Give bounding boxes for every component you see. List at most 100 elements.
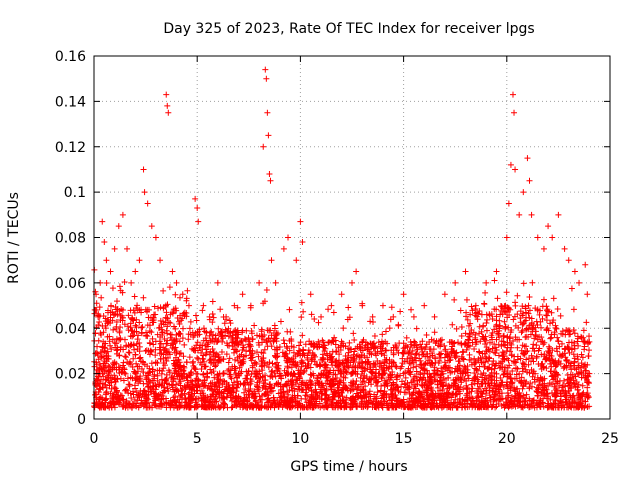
data-point xyxy=(152,234,159,241)
data-point xyxy=(170,375,177,382)
data-point xyxy=(107,342,114,349)
data-point xyxy=(399,355,406,362)
data-point xyxy=(213,383,220,390)
data-point xyxy=(330,404,337,411)
data-point xyxy=(188,368,195,375)
y-tick-label: 0.14 xyxy=(55,94,86,110)
data-point xyxy=(302,396,309,403)
data-point xyxy=(133,389,140,396)
data-point xyxy=(565,339,572,346)
data-point xyxy=(143,308,150,315)
data-point xyxy=(582,398,589,405)
data-point xyxy=(571,268,578,275)
data-point xyxy=(548,334,555,341)
data-point xyxy=(526,307,533,314)
data-point xyxy=(553,345,560,352)
data-point xyxy=(491,365,498,372)
data-point xyxy=(377,343,384,350)
data-point xyxy=(367,366,374,373)
data-point xyxy=(520,394,527,401)
data-point xyxy=(189,378,196,385)
data-point xyxy=(430,393,437,400)
data-point xyxy=(569,345,576,352)
data-point xyxy=(230,336,237,343)
data-point xyxy=(248,371,255,378)
data-point xyxy=(483,319,490,326)
data-point xyxy=(498,303,505,310)
data-point xyxy=(331,388,338,395)
data-point xyxy=(414,377,421,384)
data-point xyxy=(159,367,166,374)
data-point xyxy=(272,361,279,368)
data-point xyxy=(548,309,555,316)
data-point xyxy=(190,358,197,365)
data-point xyxy=(112,385,119,392)
data-point xyxy=(217,330,224,337)
data-point xyxy=(544,312,551,319)
data-point xyxy=(285,234,292,241)
data-point xyxy=(484,316,491,323)
data-point xyxy=(103,376,110,383)
data-point xyxy=(258,349,265,356)
data-point xyxy=(261,377,268,384)
data-point xyxy=(111,398,118,405)
data-point xyxy=(225,359,232,366)
data-point xyxy=(429,352,436,359)
data-point xyxy=(309,356,316,363)
data-point xyxy=(450,340,457,347)
data-point xyxy=(264,396,271,403)
data-point xyxy=(350,357,357,364)
data-point xyxy=(521,361,528,368)
data-point xyxy=(300,308,307,315)
data-point xyxy=(358,364,365,371)
data-point xyxy=(106,399,113,406)
data-point xyxy=(114,376,121,383)
data-point xyxy=(444,367,451,374)
data-point xyxy=(212,404,219,411)
data-point xyxy=(232,371,239,378)
data-point xyxy=(134,345,141,352)
data-point xyxy=(323,385,330,392)
data-point xyxy=(338,291,345,298)
data-point xyxy=(148,223,155,230)
data-point xyxy=(290,344,297,351)
data-point xyxy=(184,373,191,380)
data-point xyxy=(166,369,173,376)
data-point xyxy=(424,353,431,360)
data-point xyxy=(100,373,107,380)
data-point xyxy=(273,338,280,345)
data-point xyxy=(479,380,486,387)
data-point xyxy=(166,284,173,291)
data-point xyxy=(475,394,482,401)
data-point xyxy=(552,322,559,329)
data-point xyxy=(121,321,128,328)
data-point xyxy=(113,298,120,305)
data-point xyxy=(367,318,374,325)
data-point xyxy=(291,385,298,392)
data-point xyxy=(260,380,267,387)
data-point xyxy=(292,398,299,405)
data-point xyxy=(465,396,472,403)
data-point xyxy=(449,343,456,350)
data-point xyxy=(409,399,416,406)
data-point xyxy=(209,403,216,410)
data-point xyxy=(551,360,558,367)
data-point xyxy=(428,399,435,406)
data-point xyxy=(517,393,524,400)
data-point xyxy=(540,296,547,303)
data-point xyxy=(537,338,544,345)
data-point xyxy=(555,338,562,345)
data-point xyxy=(253,332,260,339)
data-point xyxy=(385,404,392,411)
data-point xyxy=(227,330,234,337)
data-point xyxy=(258,404,265,411)
data-point xyxy=(471,346,478,353)
data-point xyxy=(372,395,379,402)
data-point xyxy=(353,353,360,360)
data-point xyxy=(509,379,516,386)
data-point xyxy=(449,321,456,328)
data-point xyxy=(95,356,102,363)
data-point xyxy=(224,386,231,393)
data-point xyxy=(366,388,373,395)
data-point xyxy=(394,372,401,379)
